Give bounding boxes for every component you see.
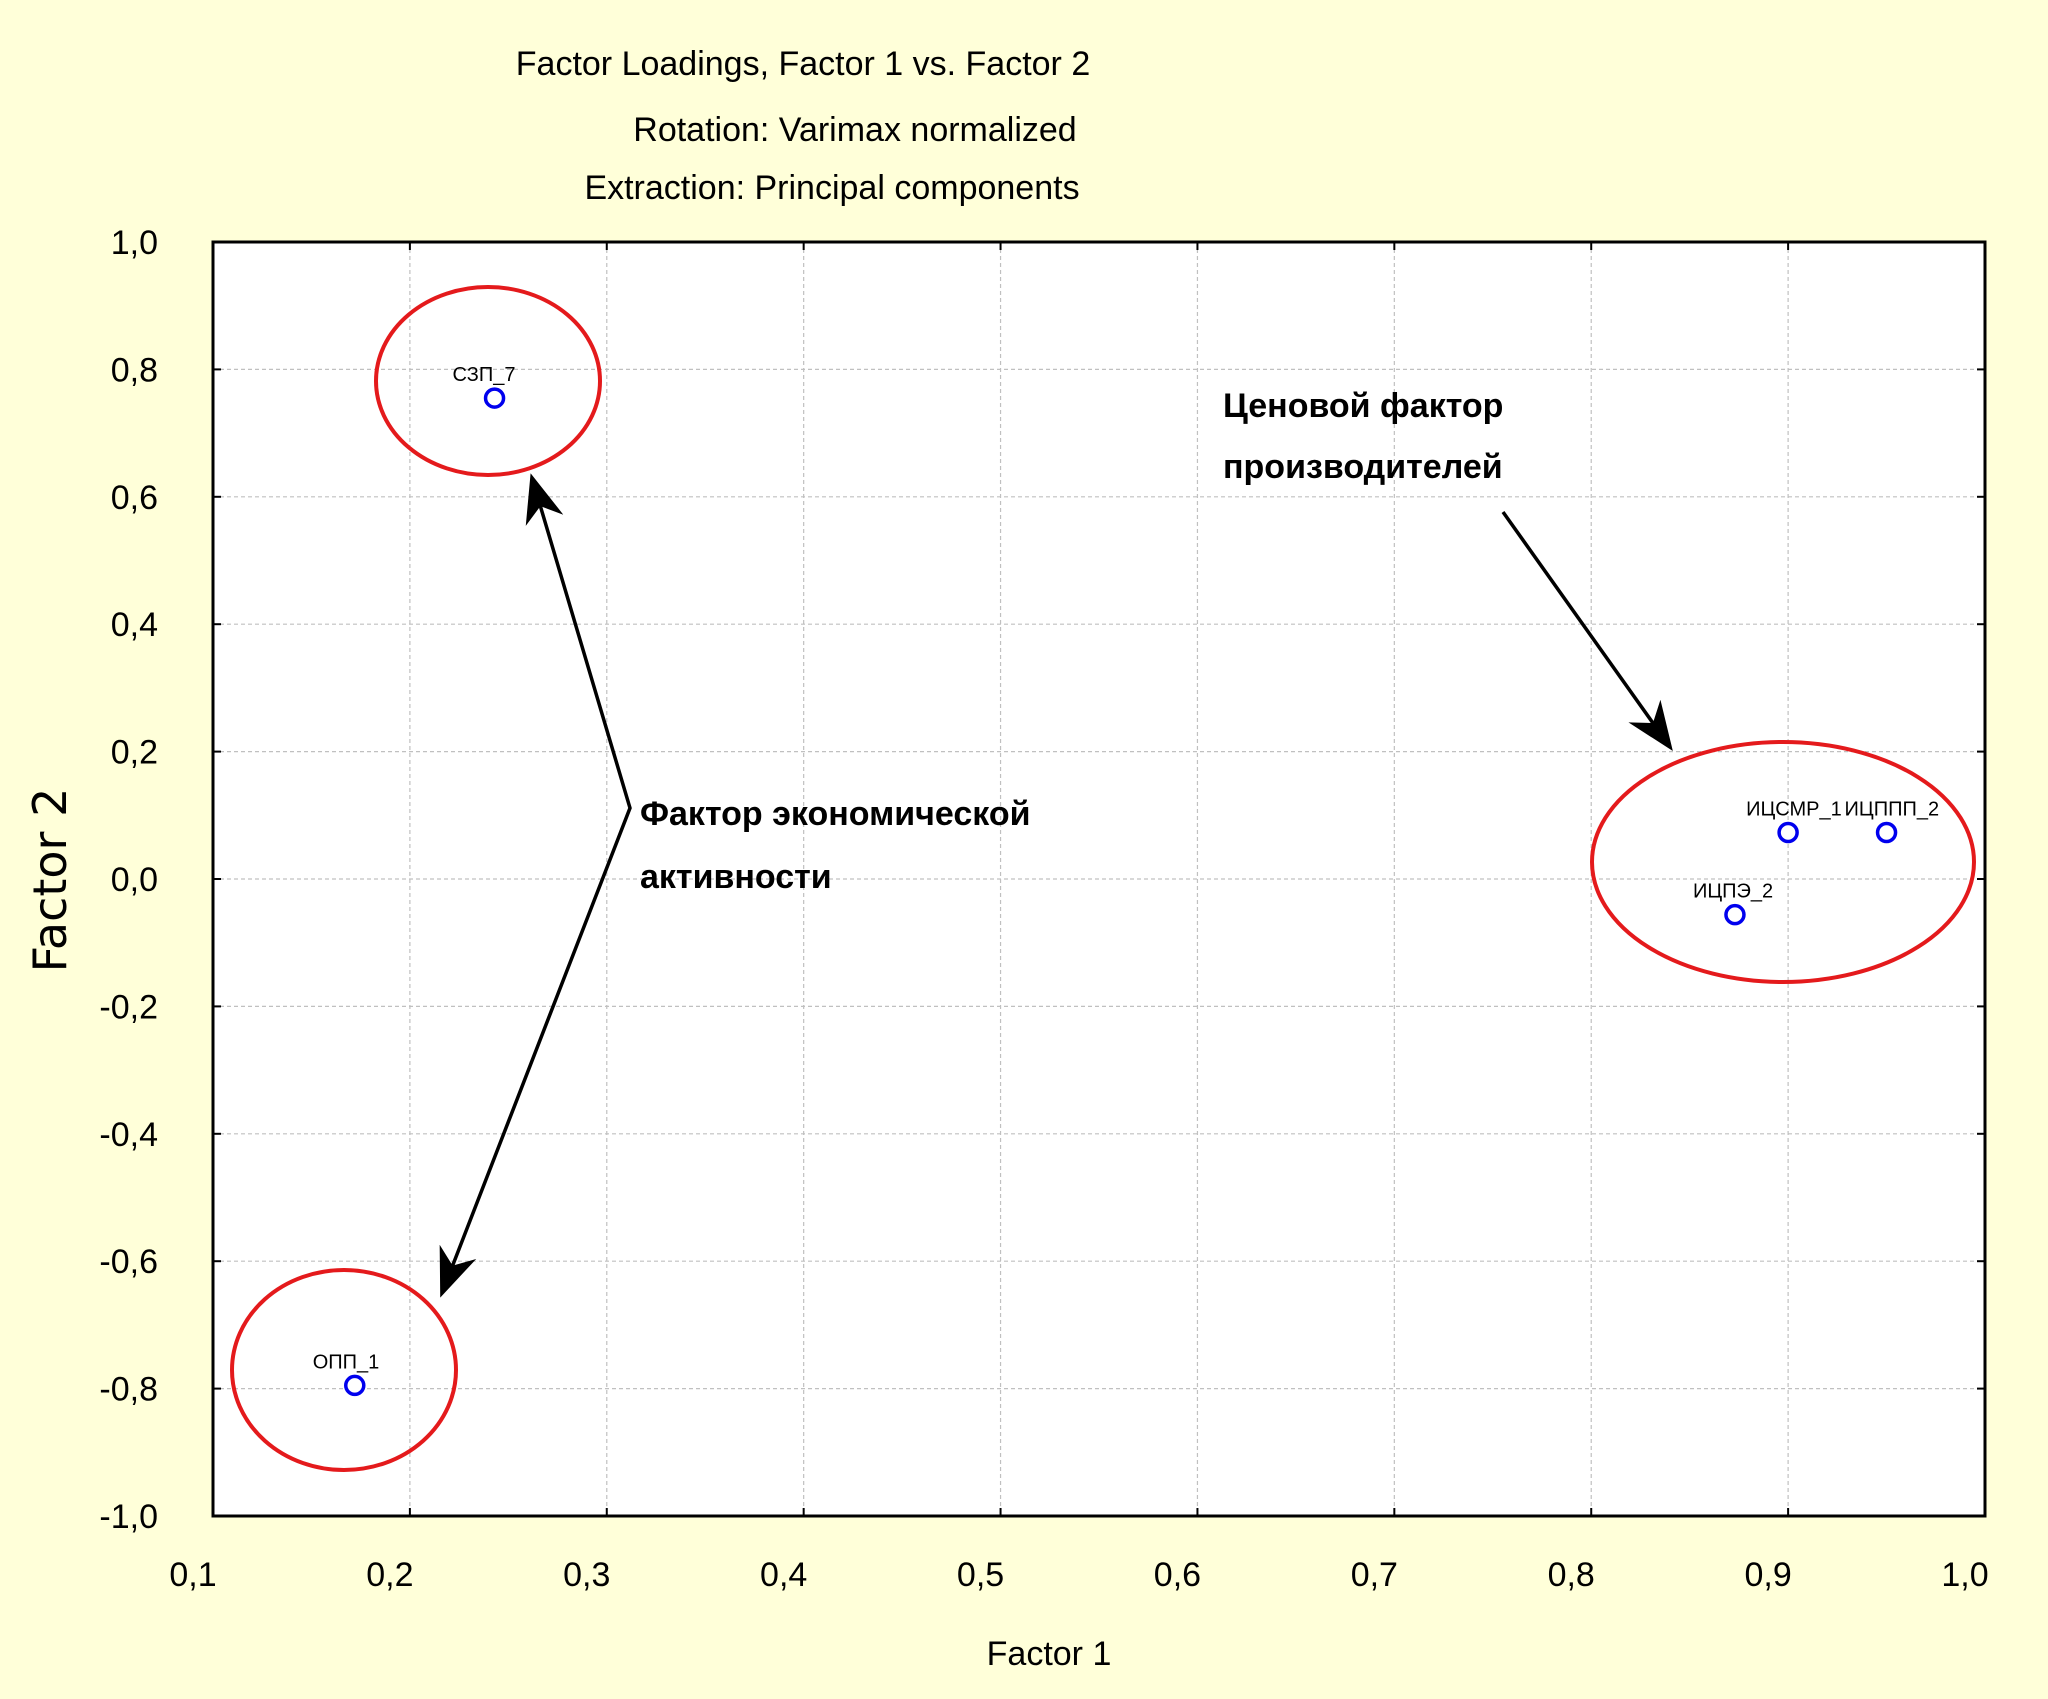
data-point-label: ОПП_1 — [313, 1351, 380, 1373]
annotation-price-factor-line1: Ценовой фактор — [1223, 387, 1503, 425]
x-tick-label: 0,8 — [1548, 1556, 1595, 1594]
x-tick-label: 0,5 — [957, 1556, 1004, 1594]
y-tick-label: -1,0 — [99, 1498, 158, 1536]
data-point-label: ИЦСМР_1 — [1746, 798, 1842, 820]
x-tick-label: 0,2 — [366, 1556, 413, 1594]
cluster-ellipse-opp — [230, 1268, 458, 1472]
y-tick-label: 1,0 — [111, 224, 158, 262]
cluster-ellipse-price — [1590, 740, 1976, 984]
arrow-to-price-cluster — [1501, 510, 1673, 751]
chart-subtitle-extraction: Extraction: Principal components — [584, 169, 1079, 207]
x-tick-label: 0,3 — [563, 1556, 610, 1594]
x-tick-label: 0,4 — [760, 1556, 807, 1594]
annotation-economic-activity-line2: активности — [640, 858, 832, 896]
chart-subtitle-rotation: Rotation: Varimax normalized — [633, 111, 1076, 149]
chart-title: Factor Loadings, Factor 1 vs. Factor 2 — [516, 45, 1090, 83]
data-point — [483, 387, 506, 409]
y-tick-label: 0,6 — [111, 479, 158, 517]
y-tick-label: 0,0 — [111, 861, 158, 899]
y-tick-label: 0,4 — [111, 606, 158, 644]
x-tick-label: 0,7 — [1351, 1556, 1398, 1594]
x-tick-label: 0,6 — [1154, 1556, 1201, 1594]
data-point — [1875, 821, 1898, 844]
y-axis-title: Factor 2 — [23, 788, 77, 973]
annotation-price-factor-line2: производителей — [1223, 448, 1503, 486]
annotation-economic-activity-line1: Фактор экономической — [640, 795, 1031, 833]
data-point — [1777, 821, 1799, 844]
y-tick-label: 0,8 — [111, 351, 158, 389]
y-tick-label: -0,8 — [99, 1371, 158, 1409]
data-point-label: СЗП_7 — [453, 364, 516, 386]
data-point-label: ИЦПЭ_2 — [1693, 881, 1773, 903]
data-points: СЗП_7 ОПП_1 ИЦСМР_1 ИЦППП_2 ИЦПЭ_2 — [313, 364, 1940, 1397]
data-point-label: ИЦППП_2 — [1845, 798, 1940, 820]
axis-ticks: 0,1 0,2 0,3 0,4 0,5 0,6 0,7 0,8 0,9 1,0 1,0 0,8 0,6 0… — [99, 224, 1988, 1594]
x-tick-label: 1,0 — [1941, 1556, 1988, 1594]
y-tick-label: -0,4 — [99, 1116, 158, 1154]
y-tick-label: 0,2 — [111, 734, 158, 772]
data-point — [1724, 903, 1746, 926]
x-tick-label: 0,1 — [169, 1556, 216, 1594]
y-tick-label: -0,2 — [99, 988, 158, 1026]
x-axis-title: Factor 1 — [987, 1635, 1112, 1673]
arrow-economic-activity — [439, 473, 632, 1298]
x-tick-label: 0,9 — [1744, 1556, 1791, 1594]
y-tick-label: -0,6 — [99, 1243, 158, 1281]
data-point — [344, 1374, 366, 1397]
